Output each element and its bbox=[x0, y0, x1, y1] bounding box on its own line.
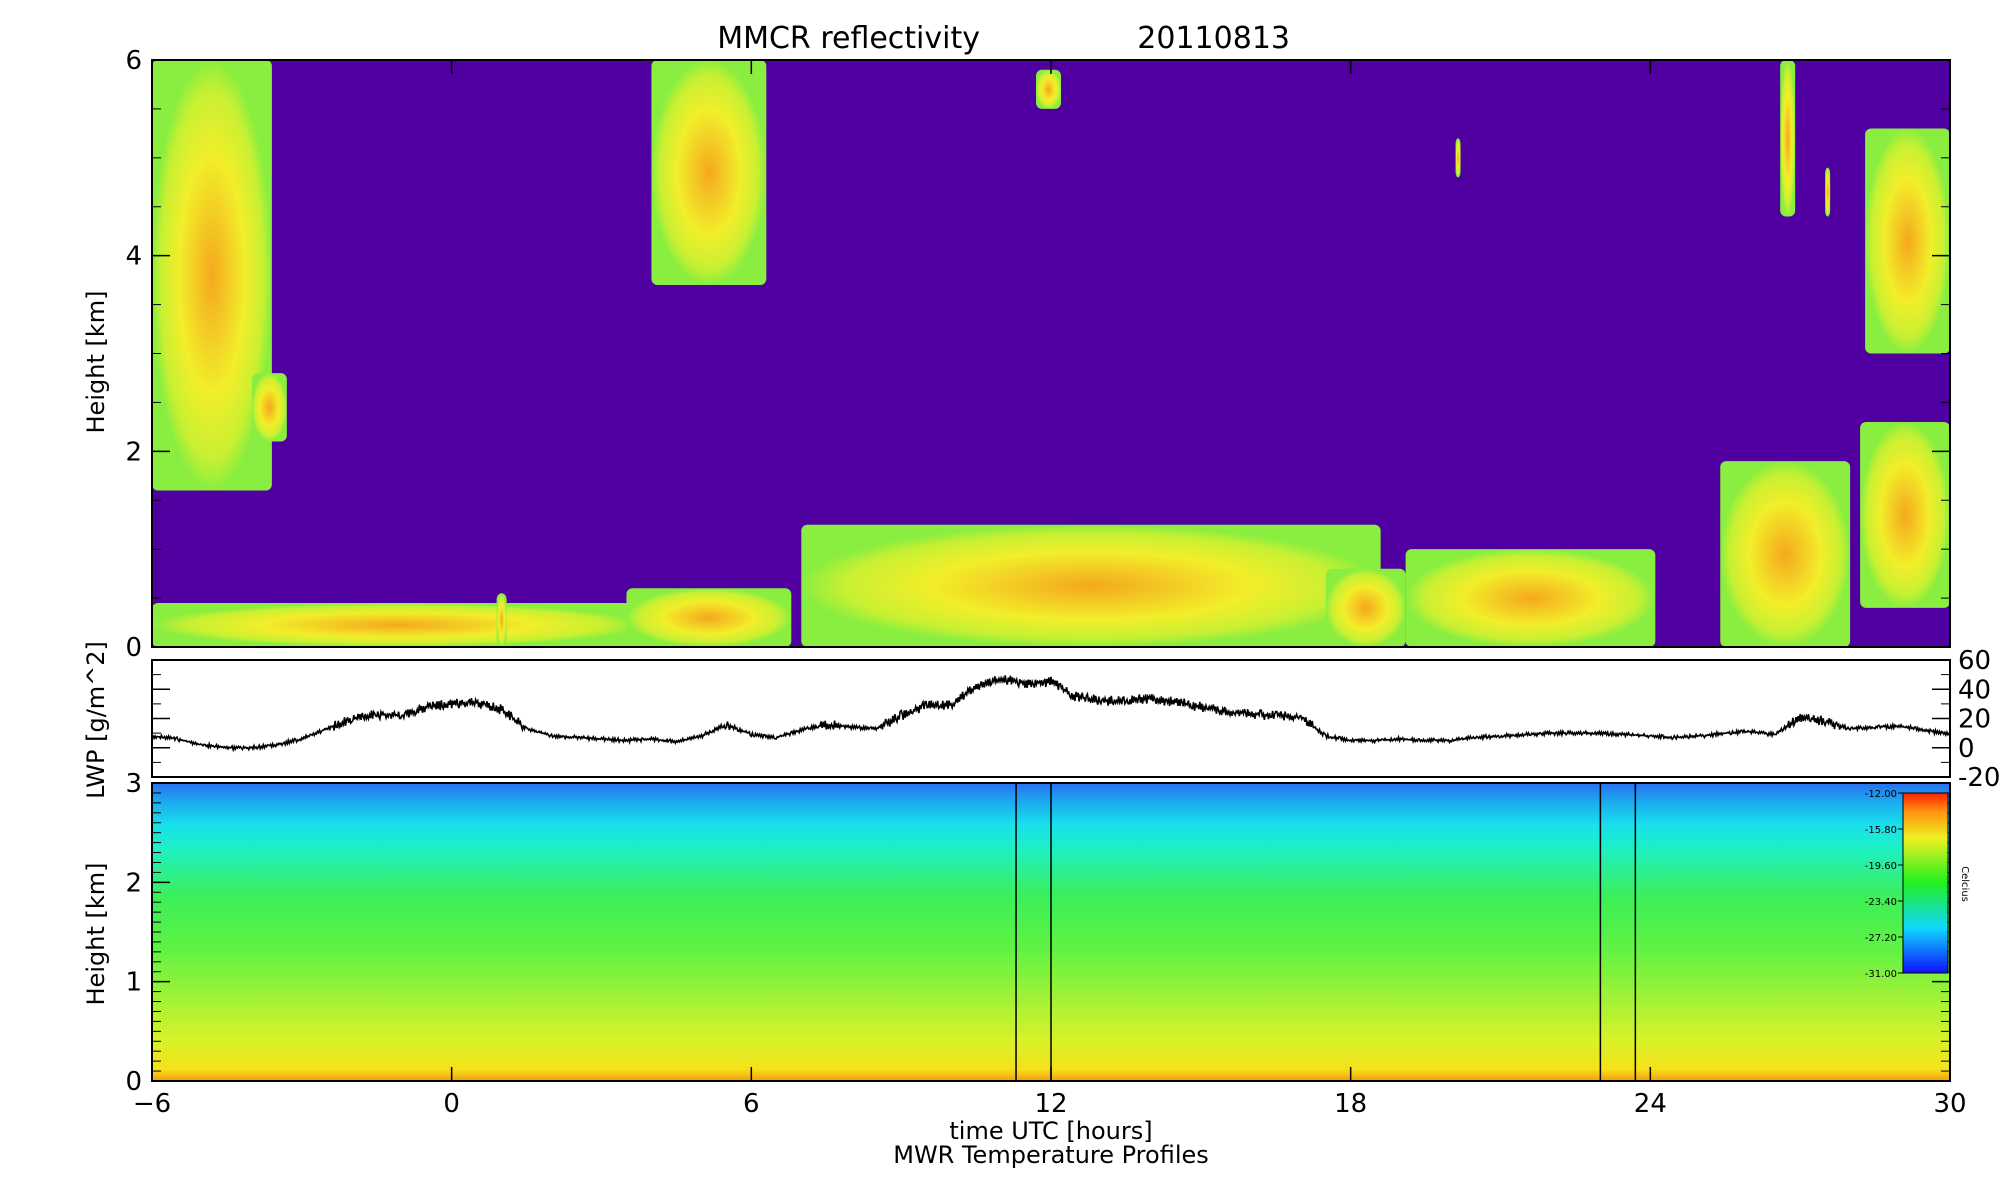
reflectivity-ylabel: Height [km] bbox=[82, 291, 110, 434]
temperature-colorbar: -12.00 -15.80 -19.60 -23.40 -27.20 -31.00 Cel… bbox=[1865, 789, 1970, 980]
colorbar-tick-label: -31.00 bbox=[1865, 969, 1897, 980]
reflectivity-y-axis: 0 2 4 6 bbox=[125, 46, 1950, 663]
chart-date: 20110813 bbox=[1137, 21, 1290, 56]
x-tick-label: 30 bbox=[1933, 1089, 1966, 1119]
echo-region bbox=[1865, 128, 1950, 354]
echo-region bbox=[1325, 568, 1406, 647]
echo-region bbox=[651, 60, 767, 286]
x-axis: −6 0 6 12 18 24 30 bbox=[133, 60, 1967, 1119]
x-tick-label: 24 bbox=[1634, 1089, 1667, 1119]
chart-title: MMCR reflectivity bbox=[717, 21, 980, 56]
echo-region bbox=[626, 588, 792, 647]
y-tick-label: 0 bbox=[125, 1067, 142, 1097]
lwp-series-line bbox=[151, 675, 1951, 753]
echo-region bbox=[1780, 60, 1796, 217]
y-tick-label: 2 bbox=[125, 437, 142, 467]
colorbar-tick-label: -15.80 bbox=[1865, 825, 1897, 836]
x-tick-label: 18 bbox=[1334, 1089, 1367, 1119]
echo-region bbox=[152, 602, 642, 647]
temperature-panel: 0 1 2 3 Height [km] -12.00 -15.80 -19.60 -23.4… bbox=[82, 769, 1970, 1097]
echo-region bbox=[1455, 138, 1461, 178]
colorbar-tick-label: -23.40 bbox=[1865, 897, 1897, 908]
y-tick-label: -20 bbox=[1958, 763, 2000, 793]
chart-caption: MWR Temperature Profiles bbox=[893, 1141, 1209, 1169]
reflectivity-panel: 0 2 4 6 Height [km] bbox=[82, 46, 1951, 663]
data-gap bbox=[1016, 783, 1051, 1081]
colorbar-tick-label: -12.00 bbox=[1865, 789, 1897, 800]
echo-region bbox=[251, 373, 287, 442]
y-tick-label: 3 bbox=[125, 769, 142, 799]
colorbar-labels: -12.00 -15.80 -19.60 -23.40 -27.20 -31.00 bbox=[1865, 789, 1903, 980]
y-tick-label: 4 bbox=[125, 242, 142, 272]
y-tick-label: 20 bbox=[1958, 705, 1991, 735]
y-tick-label: 0 bbox=[1958, 734, 1975, 764]
echo-region bbox=[801, 524, 1381, 647]
echo-region bbox=[496, 593, 507, 647]
x-tick-label: 0 bbox=[443, 1089, 460, 1119]
x-tick-label: 6 bbox=[743, 1089, 760, 1119]
colorbar-tick-label: -27.20 bbox=[1865, 933, 1897, 944]
y-tick-label: 60 bbox=[1958, 646, 1991, 676]
y-tick-label: 1 bbox=[125, 968, 142, 998]
colorbar-unit: Celcius bbox=[1959, 866, 1970, 902]
echo-region bbox=[1720, 461, 1851, 647]
x-tick-label: −6 bbox=[133, 1089, 171, 1119]
echo-region bbox=[1036, 69, 1061, 109]
temperature-ylabel: Height [km] bbox=[82, 863, 110, 1006]
colorbar-tick-label: -19.60 bbox=[1865, 861, 1897, 872]
lwp-ylabel: LWP [g/m^2] bbox=[82, 641, 110, 799]
temperature-gaps bbox=[1015, 783, 1637, 1081]
colorbar-gradient bbox=[1902, 792, 1949, 974]
y-tick-label: 6 bbox=[125, 46, 142, 76]
reflectivity-echoes bbox=[152, 60, 1950, 647]
echo-region bbox=[1860, 421, 1950, 608]
y-tick-label: 0 bbox=[125, 633, 142, 663]
echo-region bbox=[152, 60, 272, 491]
echo-region bbox=[1405, 549, 1656, 647]
y-tick-label: 40 bbox=[1958, 675, 1991, 705]
echo-region bbox=[1825, 167, 1831, 217]
y-tick-label: 2 bbox=[125, 868, 142, 898]
data-gap bbox=[1600, 783, 1636, 1081]
x-axis-label: time UTC [hours] bbox=[949, 1117, 1152, 1145]
x-tick-label: 12 bbox=[1034, 1089, 1067, 1119]
